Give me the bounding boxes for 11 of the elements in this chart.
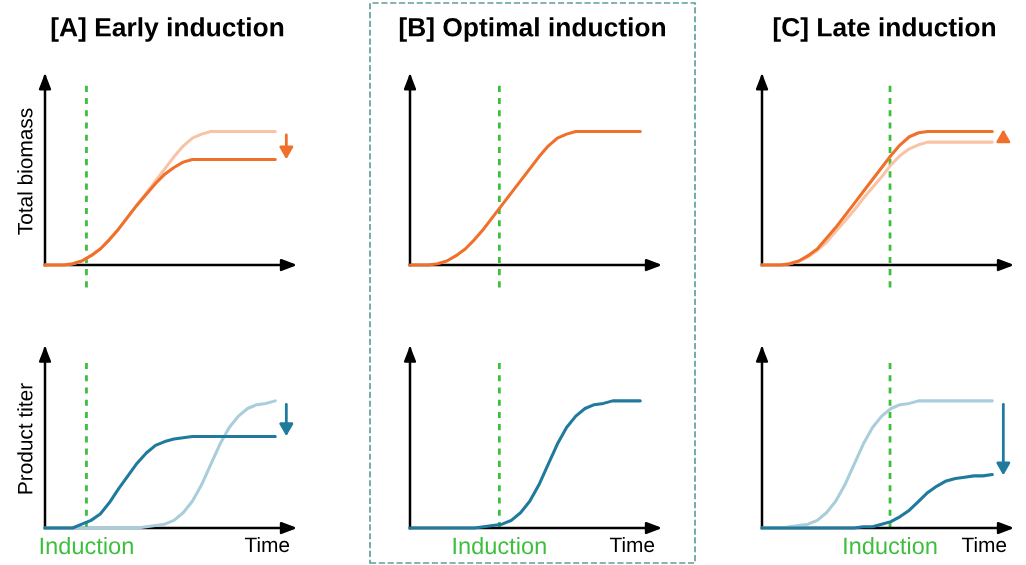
x-axis-title: Time (244, 536, 290, 553)
chart-title: [A] Early induction (51, 17, 284, 42)
x-axis-title: Time (609, 536, 655, 553)
text: Induction (453, 536, 546, 555)
y-axis-title: Total biomass (17, 108, 33, 235)
text: Induction (844, 536, 937, 555)
chart-title: [C] Late induction (773, 17, 996, 42)
x-axis-title: Time (961, 536, 1007, 553)
text: Induction (40, 536, 133, 555)
y-axis-title: Product titer (17, 383, 33, 494)
chart-title: [B] Optimal induction (399, 17, 665, 42)
